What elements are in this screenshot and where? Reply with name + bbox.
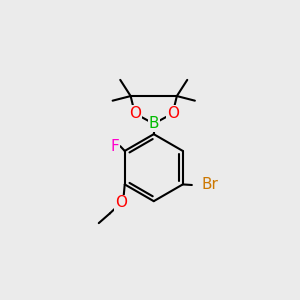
Text: O: O (167, 106, 179, 121)
Text: Br: Br (201, 178, 218, 193)
Text: O: O (129, 106, 141, 121)
Text: O: O (115, 195, 127, 210)
Text: F: F (110, 139, 119, 154)
Text: B: B (148, 116, 159, 131)
